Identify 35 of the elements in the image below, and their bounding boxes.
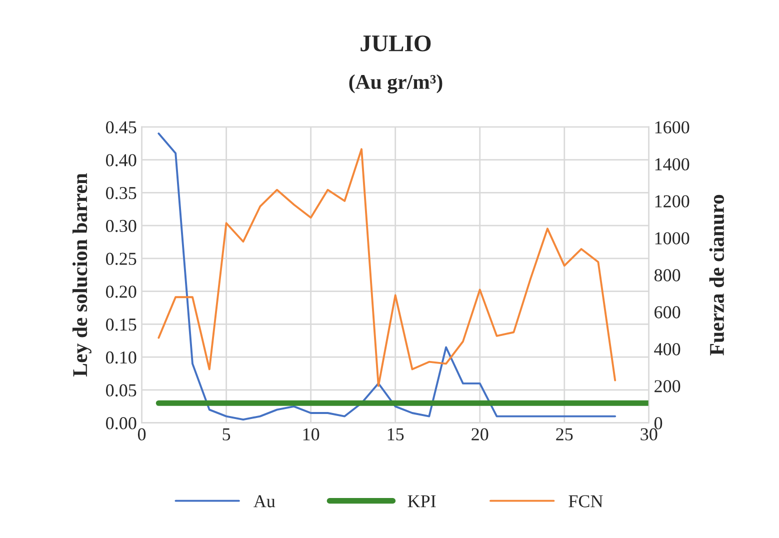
y-tick-label: 0.25: [106, 252, 136, 265]
chart-subtitle: (Au gr/m³): [349, 74, 442, 94]
y-tick-label: 0.35: [106, 186, 136, 200]
y2-axis-title: Fuerza de cianuro: [709, 194, 724, 356]
y-tick-label: 0.00: [106, 417, 136, 430]
y-axis-title: Ley de solucion barren: [72, 173, 92, 377]
y2-tick-label: 1400: [655, 158, 690, 170]
y-tick-label: 0.40: [106, 154, 136, 166]
y-tick-label: 0.05: [106, 384, 136, 397]
y2-tick-label: 800: [654, 269, 680, 282]
y2-tick-label: 1000: [655, 232, 690, 244]
y-tick-label: 0.10: [106, 351, 136, 364]
x-tick-label: 15: [388, 428, 404, 440]
x-tick-label: 10: [303, 428, 320, 440]
line-series: [158, 132, 616, 421]
y2-tick-label: 1600: [655, 121, 690, 134]
x-tick-label: 30: [640, 428, 658, 440]
line-series: [158, 148, 616, 387]
chart-title: JULIO: [360, 35, 431, 52]
y-tick-label: 0.15: [106, 318, 136, 331]
legend-label: KPI: [408, 495, 436, 508]
x-tick-label: 5: [222, 428, 230, 440]
x-tick-label: 25: [556, 428, 573, 440]
y-tick-label: 0.45: [106, 121, 136, 134]
y2-tick-label: 400: [654, 343, 680, 356]
y-tick-label: 0.20: [106, 286, 136, 298]
y2-tick-label: 600: [654, 306, 680, 318]
legend-label: FCN: [568, 495, 603, 508]
y2-tick-label: 1200: [655, 195, 690, 208]
x-tick-label: 0: [138, 428, 146, 440]
y-tick-label: 0.30: [106, 220, 136, 232]
y2-tick-label: 0: [654, 417, 662, 430]
legend-label: Au: [254, 495, 276, 508]
y2-tick-label: 200: [654, 380, 680, 392]
x-tick-label: 20: [472, 428, 488, 440]
